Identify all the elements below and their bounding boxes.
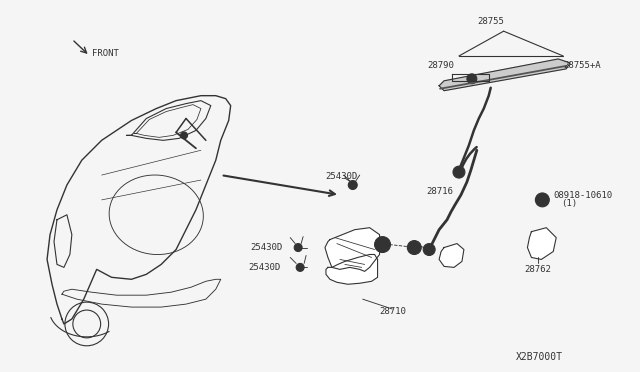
Circle shape [294, 244, 302, 251]
Circle shape [423, 244, 435, 256]
Polygon shape [326, 254, 378, 284]
Text: 28710: 28710 [380, 307, 406, 315]
Text: 28716: 28716 [426, 187, 453, 196]
Circle shape [380, 242, 385, 247]
Circle shape [348, 180, 357, 189]
Circle shape [374, 237, 390, 253]
Text: 25430D: 25430D [250, 243, 283, 252]
Text: 28755+A: 28755+A [563, 61, 601, 70]
Text: 25430D: 25430D [325, 171, 357, 180]
Text: N: N [538, 197, 543, 203]
Circle shape [469, 76, 475, 82]
Circle shape [407, 241, 421, 254]
Circle shape [426, 246, 433, 253]
Text: 28755: 28755 [477, 17, 504, 26]
Circle shape [536, 193, 549, 207]
Polygon shape [439, 244, 464, 267]
Text: FRONT: FRONT [92, 48, 118, 58]
Circle shape [467, 74, 477, 84]
Circle shape [453, 166, 465, 178]
Text: 25430D: 25430D [248, 263, 281, 272]
Polygon shape [325, 228, 380, 271]
Text: (1): (1) [561, 199, 577, 208]
Circle shape [413, 246, 416, 249]
Circle shape [410, 244, 419, 251]
Circle shape [182, 134, 186, 137]
Text: 08918-10610: 08918-10610 [553, 192, 612, 201]
Circle shape [298, 265, 302, 270]
Circle shape [350, 183, 355, 187]
Text: 28762: 28762 [524, 265, 551, 274]
Circle shape [296, 263, 304, 271]
Polygon shape [527, 228, 556, 259]
Circle shape [456, 169, 463, 176]
Text: X2B7000T: X2B7000T [516, 352, 563, 362]
Polygon shape [439, 59, 570, 91]
Circle shape [378, 240, 387, 250]
Circle shape [180, 132, 188, 139]
Text: 28790: 28790 [427, 61, 454, 70]
Circle shape [296, 246, 300, 250]
